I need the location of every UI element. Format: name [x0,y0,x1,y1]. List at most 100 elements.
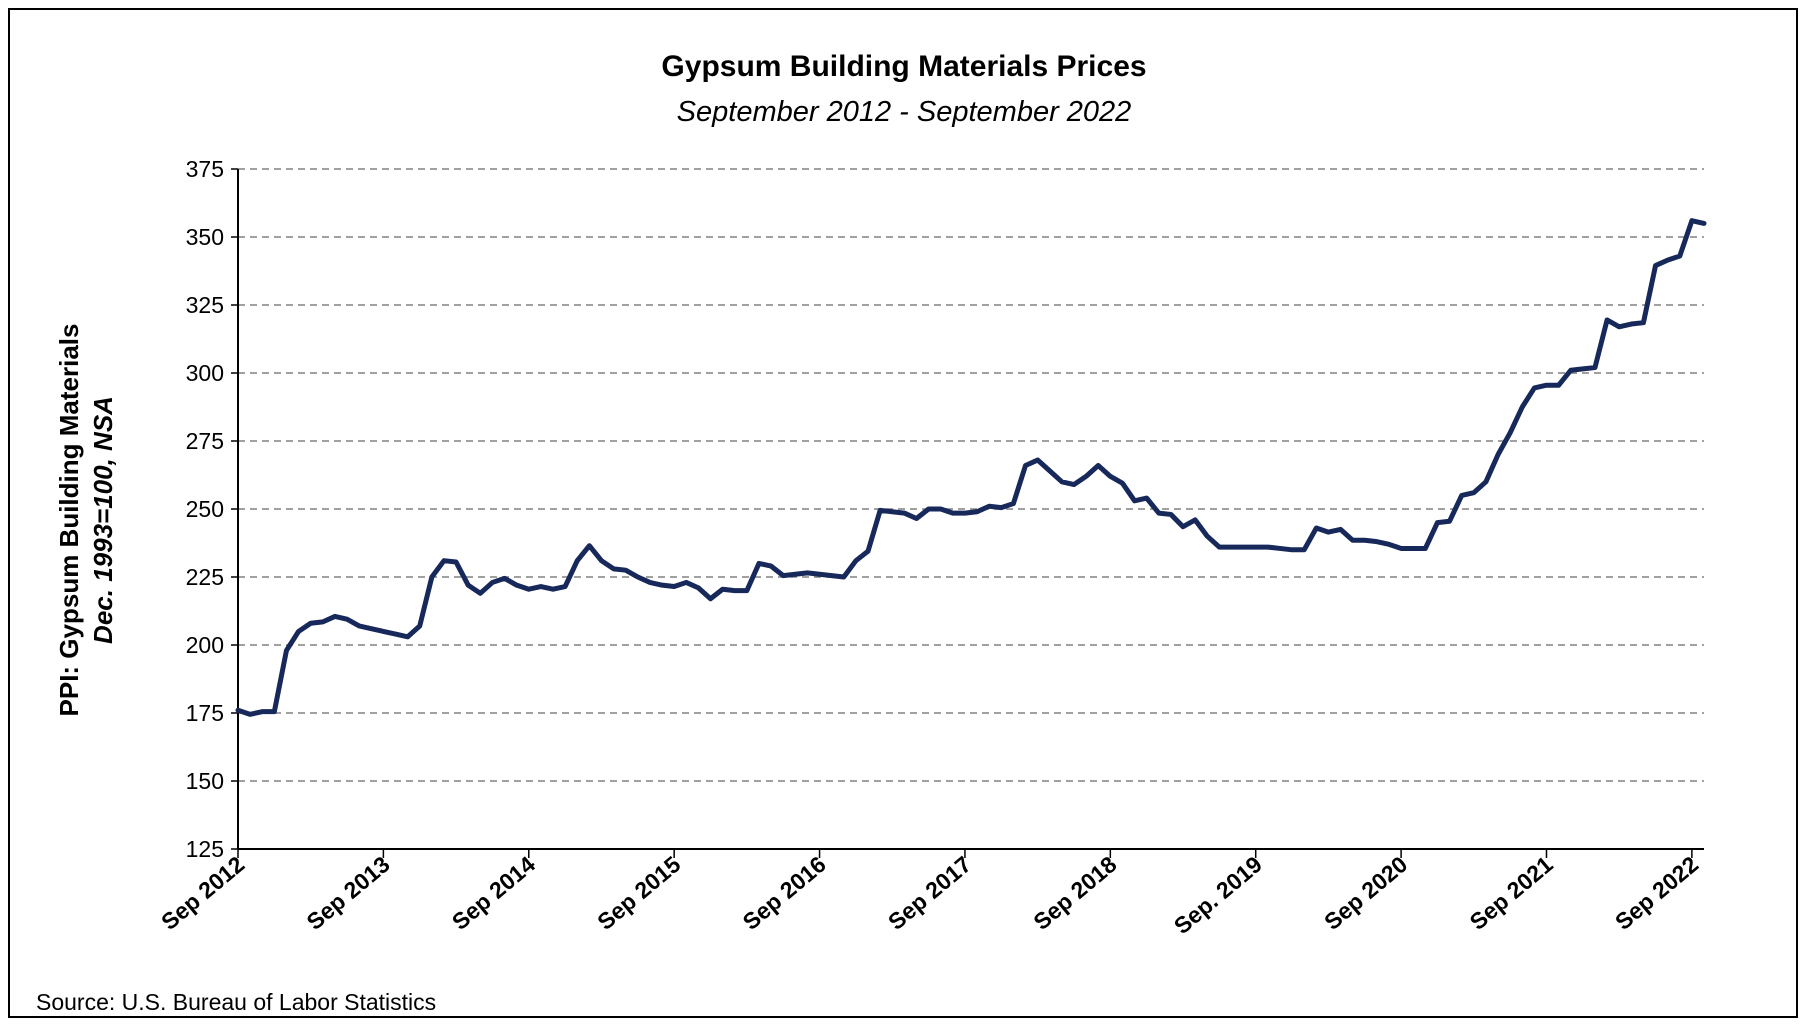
data-point [1350,538,1355,543]
data-point [635,575,640,580]
data-point [1374,539,1379,544]
data-point [1508,430,1513,435]
data-point [429,575,434,580]
data-point [660,583,665,588]
data-point [1520,405,1525,410]
y-tick-label: 275 [186,428,224,454]
data-point [369,626,374,631]
data-point [732,588,737,593]
data-point [1144,496,1149,501]
chart-subtitle: September 2012 - September 2022 [676,96,1132,128]
data-point [793,572,798,577]
data-point [1193,517,1198,522]
data-point [1023,463,1028,468]
data-point [1568,368,1573,373]
data-point [987,504,992,509]
data-point [672,584,677,589]
data-point [296,629,301,634]
data-point [684,580,689,585]
data-point [441,558,446,563]
data-point [248,712,253,717]
data-point [320,619,325,624]
data-point [1641,320,1646,325]
data-point [962,511,967,516]
source-note: Source: U.S. Bureau of Labor Statistics [36,989,437,1015]
data-point [490,580,495,585]
data-point [1447,519,1452,524]
data-point [599,558,604,563]
data-point [829,573,834,578]
x-tick-label: Sep 2014 [447,851,540,935]
data-point [1071,482,1076,487]
data-point [647,580,652,585]
data-point [696,585,701,590]
data-point [1702,221,1707,226]
data-point [514,583,519,588]
data-point [526,587,531,592]
data-point [1205,534,1210,539]
x-tick-label: Sep 2022 [1610,851,1703,935]
x-tick-label: Sep 2015 [592,851,685,935]
data-point [575,558,580,563]
data-point [1302,547,1307,552]
data-point [866,549,871,554]
data-point [1689,218,1694,223]
data-point [1277,546,1282,551]
data-point [1181,524,1186,529]
data-point [841,575,846,580]
data-point [1665,258,1670,263]
data-point [587,543,592,548]
y-tick-label: 200 [186,632,224,658]
data-point [563,584,568,589]
data-point [890,509,895,514]
data-point [720,587,725,592]
data-point [308,621,313,626]
data-point [417,623,422,628]
data-point [1617,324,1622,329]
data-point [999,505,1004,510]
data-point [1471,490,1476,495]
y-tick-label: 175 [186,700,224,726]
x-tick-label: Sep 2018 [1028,851,1121,935]
y-tick-label: 325 [186,292,224,318]
data-point [466,583,471,588]
data-point [1290,547,1295,552]
x-tick-label: Sep. 2019 [1169,851,1267,939]
data-point [975,509,980,514]
data-point [1241,545,1246,550]
data-point [332,614,337,619]
data-point [769,564,774,569]
data-point [1580,366,1585,371]
data-point [1653,263,1658,268]
data-point [756,561,761,566]
data-point [1411,546,1416,551]
data-point [781,573,786,578]
data-point [1217,545,1222,550]
x-tick-label: Sep 2021 [1465,851,1558,935]
data-point [478,591,483,596]
data-point [1677,254,1682,259]
data-point [611,566,616,571]
data-point [1423,546,1428,551]
data-point [950,511,955,516]
data-point [1132,498,1137,503]
data-point [405,634,410,639]
data-point [1326,530,1331,535]
data-point [1556,383,1561,388]
data-point [1338,527,1343,532]
data-point [1011,501,1016,506]
data-point [357,623,362,628]
chart-title: Gypsum Building Materials Prices [661,50,1147,83]
y-tick-label: 300 [186,360,224,386]
data-point [1459,493,1464,498]
data-point [454,560,459,565]
series-line [235,218,1707,717]
data-point [1496,452,1501,457]
data-point [1168,512,1173,517]
data-point [1047,468,1052,473]
data-point [1483,479,1488,484]
data-point [1314,526,1319,531]
data-point [1059,479,1064,484]
data-point [502,576,507,581]
data-point [272,709,277,714]
